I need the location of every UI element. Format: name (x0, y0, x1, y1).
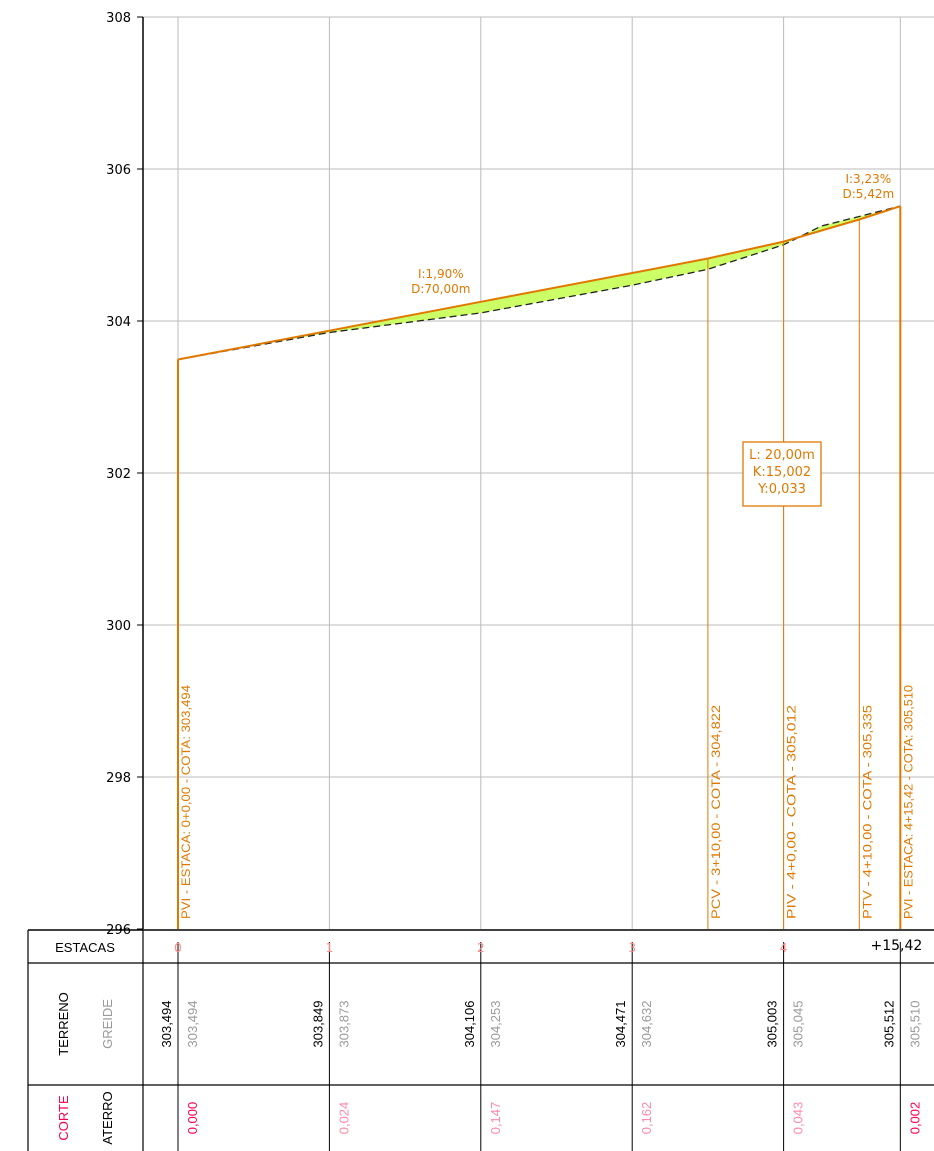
grade-slope-label: I:1,90% (418, 267, 464, 281)
terreno-value: 305,003 (765, 1001, 780, 1048)
greide-value: 305,045 (791, 1001, 806, 1048)
curve-info-text: K:15,002 (753, 465, 811, 480)
marker-label: PTV - 4+10,00 - COTA - 305,335 (860, 705, 874, 919)
greide-value: 305,510 (907, 1001, 922, 1048)
terreno-value: 304,471 (613, 1001, 628, 1048)
y-tick-label: 302 (106, 467, 131, 482)
curve-info-box (742, 441, 822, 507)
corte-aterro-value: 0,002 (907, 1102, 922, 1135)
greide-value: 303,494 (185, 1001, 200, 1048)
curve-info-text: L: 20,00m (749, 448, 815, 463)
grade-distance-label: D:70,00m (411, 282, 470, 296)
y-tick-label: 300 (106, 619, 131, 634)
corte-aterro-value: 0,024 (336, 1102, 351, 1135)
y-tick-label: 298 (106, 771, 131, 786)
greide-value: 304,253 (488, 1001, 503, 1048)
greide-line (177, 205, 901, 361)
station-label: 3 (628, 941, 636, 955)
terreno-line (177, 205, 901, 361)
station-label: 0 (174, 941, 182, 955)
corte-aterro-value: 0,000 (185, 1102, 200, 1135)
marker-label: PIV - 4+0,00 - COTA - 305,012 (785, 705, 799, 919)
corte-aterro-value: 0,043 (791, 1102, 806, 1135)
greide-value: 303,873 (336, 1001, 351, 1048)
y-tick-label: 304 (106, 315, 131, 330)
row-label-aterro: ATERRO (100, 1091, 115, 1144)
annotation-layer: I:1,90%D:70,00m I:3,23%D:5,42m L: 20,00m K:… (411, 172, 894, 507)
greide-value: 304,632 (639, 1001, 654, 1048)
terreno-value: 304,106 (462, 1001, 477, 1048)
marker-label: PVI - ESTACA: 4+15,42 - COTA: 305,510 (901, 685, 915, 919)
terreno-value: 305,512 (881, 1001, 896, 1048)
station-label: 4 (780, 941, 788, 955)
cut-fill-area (178, 206, 901, 360)
row-label-greide: GREIDE (100, 999, 115, 1049)
row-label-terreno: TERRENO (56, 992, 71, 1056)
terreno-value: 303,849 (310, 1001, 325, 1048)
curve-info-text: Y:0,033 (757, 482, 806, 497)
station-label: +15,42 (871, 938, 923, 954)
station-table: ESTACAS TERRENO GREIDE CORTE ATERRO 0 303,494 3… (27, 929, 934, 1151)
corte-aterro-value: 0,162 (639, 1102, 654, 1135)
row-label-corte: CORTE (56, 1095, 71, 1141)
vertical-markers-layer: PVI - ESTACA: 0+0,00 - COTA: 303,494 PCV … (177, 206, 915, 929)
y-tick-label: 306 (106, 163, 131, 178)
profile-lines-layer (177, 205, 901, 361)
y-tick-label: 308 (106, 11, 131, 26)
cut-fill-area-layer (178, 206, 901, 360)
marker-label: PVI - ESTACA: 0+0,00 - COTA: 303,494 (179, 685, 193, 919)
grade-slope-label: I:3,23% (845, 172, 891, 186)
station-label: 2 (477, 941, 485, 955)
station-label: 1 (326, 941, 334, 955)
row-label-estacas: ESTACAS (55, 940, 115, 955)
terreno-value: 303,494 (159, 1001, 174, 1048)
grade-distance-label: D:5,42m (842, 187, 894, 201)
corte-aterro-value: 0,147 (488, 1102, 503, 1135)
marker-label: PCV - 3+10,00 - COTA - 304,822 (709, 705, 723, 919)
